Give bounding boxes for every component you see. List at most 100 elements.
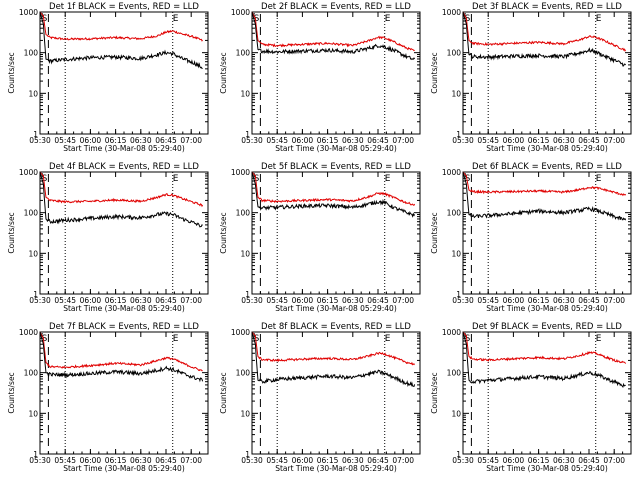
panel-title: Det 5f BLACK = Events, RED = LLD (261, 162, 411, 172)
panel-title: Det 6f BLACK = Events, RED = LLD (472, 162, 622, 172)
x-tick-label: 06:00 (292, 136, 314, 145)
marker-s: S (465, 174, 471, 184)
x-tick-label: 06:15 (317, 136, 339, 145)
y-tick-label: 1 (456, 290, 461, 299)
y-tick-label: 10 (451, 409, 461, 418)
x-tick-label: 06:00 (503, 296, 525, 305)
x-tick-label: 05:30 (452, 136, 474, 145)
series-events-line (39, 331, 204, 383)
y-tick-label: 10 (240, 89, 250, 98)
x-tick-label: 06:30 (130, 456, 152, 465)
y-tick-label: 100 (236, 369, 251, 378)
x-tick-label: 05:45 (54, 136, 76, 145)
marker-s: S (42, 14, 48, 24)
panel-det-5f: Det 5f BLACK = Events, RED = LLD 1 10 100 10… (219, 162, 421, 313)
y-tick-label: 1000 (19, 8, 38, 17)
x-tick-label: 06:45 (578, 456, 600, 465)
y-tick-label: 100 (447, 49, 462, 58)
x-axis-label: Start Time (30-Mar-08 05:29:40) (275, 304, 397, 313)
x-tick-label: 05:30 (29, 136, 51, 145)
marker-s: S (42, 334, 48, 344)
y-tick-label: 10 (28, 249, 38, 258)
x-tick-label: 07:00 (603, 296, 625, 305)
y-tick-label: 100 (24, 49, 39, 58)
x-tick-label: 06:15 (528, 296, 550, 305)
y-tick-label: 1 (456, 130, 461, 139)
x-tick-label: 07:00 (180, 136, 202, 145)
marker-e: E (173, 174, 179, 184)
x-tick-label: 06:45 (367, 296, 389, 305)
x-tick-label: 05:45 (477, 136, 499, 145)
series-lld-line (39, 11, 203, 42)
y-tick-label: 10 (240, 249, 250, 258)
marker-e: E (596, 334, 602, 344)
series-lld-line (462, 11, 627, 52)
panel-title: Det 7f BLACK = Events, RED = LLD (49, 322, 199, 332)
x-tick-label: 07:00 (180, 296, 202, 305)
y-tick-label: 1000 (19, 168, 38, 177)
x-tick-label: 05:45 (266, 136, 288, 145)
x-tick-label: 06:30 (553, 456, 575, 465)
x-tick-label: 05:30 (29, 296, 51, 305)
x-tick-label: 07:00 (392, 136, 414, 145)
y-tick-label: 100 (24, 369, 39, 378)
series-lld-line (251, 171, 416, 206)
y-tick-label: 100 (236, 49, 251, 58)
y-axis-label: Counts/sec (7, 52, 16, 93)
x-tick-label: 05:30 (241, 136, 263, 145)
x-tick-label: 06:30 (342, 456, 364, 465)
x-tick-label: 05:45 (54, 296, 76, 305)
y-axis-label: Counts/sec (7, 372, 16, 413)
marker-e: E (385, 334, 391, 344)
y-tick-label: 10 (240, 409, 250, 418)
y-tick-label: 10 (28, 409, 38, 418)
x-tick-label: 06:45 (155, 456, 177, 465)
x-tick-label: 06:30 (342, 136, 364, 145)
marker-s: S (465, 334, 471, 344)
x-axis-label: Start Time (30-Mar-08 05:29:40) (63, 144, 185, 153)
marker-s: S (465, 14, 471, 24)
panel-det-2f: Det 2f BLACK = Events, RED = LLD 1 10 100 10… (219, 2, 421, 153)
series-lld-line (251, 331, 415, 366)
series-events-line (39, 171, 203, 228)
x-tick-label: 05:45 (54, 456, 76, 465)
x-tick-label: 07:00 (180, 456, 202, 465)
y-tick-label: 100 (24, 209, 39, 218)
x-axis-label: Start Time (30-Mar-08 05:29:40) (486, 304, 608, 313)
y-tick-label: 1000 (231, 8, 250, 17)
x-tick-label: 07:00 (603, 136, 625, 145)
x-tick-label: 07:00 (392, 456, 414, 465)
y-tick-label: 1 (245, 290, 250, 299)
y-tick-label: 1 (33, 130, 38, 139)
x-tick-label: 06:30 (553, 136, 575, 145)
series-events-line (462, 171, 627, 221)
x-tick-label: 05:30 (452, 296, 474, 305)
panel-det-4f: Det 4f BLACK = Events, RED = LLD 1 10 100 10… (7, 162, 209, 313)
panel-det-6f: Det 6f BLACK = Events, RED = LLD 1 10 100 10… (430, 162, 632, 313)
marker-s: S (42, 174, 48, 184)
y-tick-label: 1000 (442, 328, 461, 337)
y-tick-label: 100 (447, 369, 462, 378)
x-tick-label: 06:45 (578, 136, 600, 145)
x-tick-label: 05:45 (266, 456, 288, 465)
x-tick-label: 06:00 (80, 456, 102, 465)
marker-e: E (385, 14, 391, 24)
marker-s: S (254, 14, 260, 24)
series-lld-line (462, 331, 627, 364)
series-lld-line (39, 171, 204, 208)
x-tick-label: 05:30 (241, 296, 263, 305)
x-tick-label: 06:00 (503, 136, 525, 145)
series-lld-line (251, 11, 415, 52)
panel-det-8f: Det 8f BLACK = Events, RED = LLD 1 10 100 10… (219, 322, 421, 473)
x-axis-label: Start Time (30-Mar-08 05:29:40) (486, 464, 608, 473)
y-tick-label: 100 (236, 209, 251, 218)
y-tick-label: 100 (447, 209, 462, 218)
x-tick-label: 06:30 (130, 136, 152, 145)
x-tick-label: 07:00 (603, 456, 625, 465)
y-tick-label: 1000 (19, 328, 38, 337)
x-axis-label: Start Time (30-Mar-08 05:29:40) (63, 304, 185, 313)
series-events-line (251, 11, 416, 61)
marker-e: E (596, 174, 602, 184)
y-axis-label: Counts/sec (219, 52, 228, 93)
